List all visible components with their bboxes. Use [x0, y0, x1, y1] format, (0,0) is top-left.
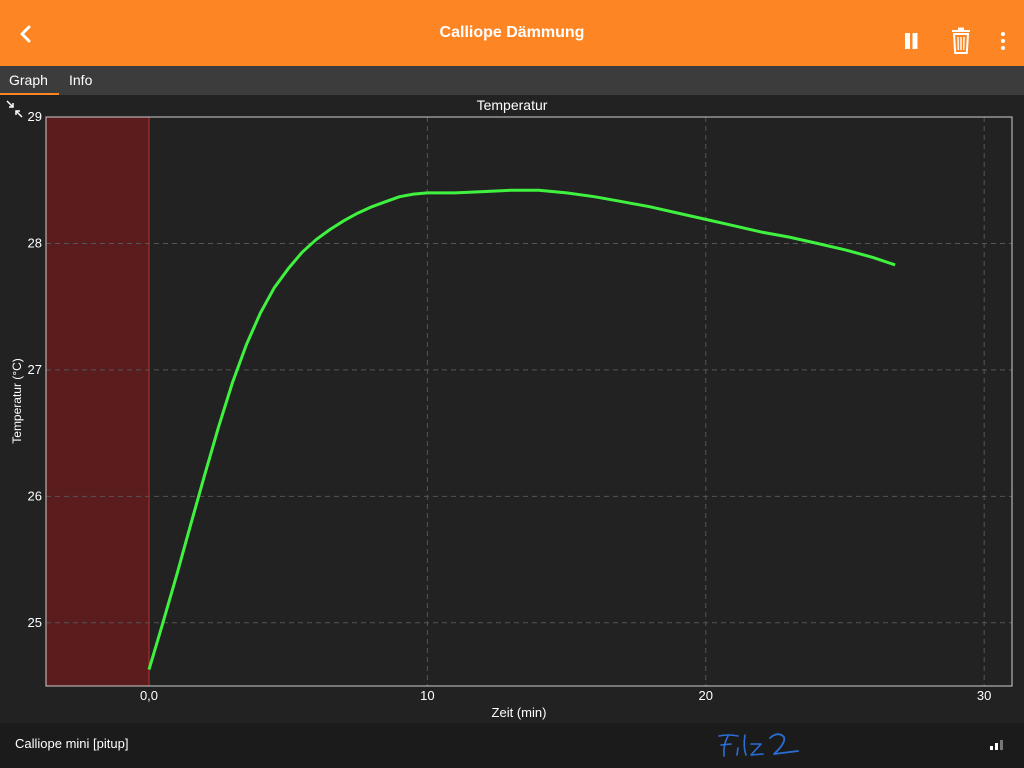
- back-button[interactable]: [10, 21, 40, 47]
- collapse-icon[interactable]: [4, 98, 26, 120]
- y-tick-label: 28: [28, 235, 42, 250]
- handwritten-note: [718, 733, 799, 757]
- tab-info[interactable]: Info: [69, 72, 93, 88]
- y-tick-label: 26: [28, 488, 42, 503]
- more-menu-button[interactable]: [993, 28, 1013, 59]
- device-name: Calliope mini [pitup]: [15, 736, 129, 751]
- page-title: Calliope Dämmung: [439, 24, 585, 41]
- temperature-series-line: [147, 188, 896, 671]
- delete-button[interactable]: [947, 27, 975, 60]
- app-bar: Calliope Dämmung: [0, 0, 1024, 66]
- x-tick-label: 30: [977, 688, 991, 703]
- y-axis-label: Temperatur (°C): [10, 358, 24, 443]
- y-tick-label: 29: [28, 109, 42, 124]
- pre-start-region: [46, 117, 150, 686]
- status-bar: Calliope mini [pitup]: [0, 723, 1024, 768]
- temperature-chart: Temperatur 0,0 10 20 30 25 26 27 28 29 Zeit (min…: [4, 97, 1013, 720]
- y-tick-label: 27: [28, 362, 42, 377]
- pause-icon: [905, 33, 918, 49]
- trash-icon: [952, 27, 970, 54]
- plot-frame: [45, 116, 1013, 687]
- more-vertical-icon: [1001, 32, 1005, 50]
- x-tick-label: 10: [420, 688, 434, 703]
- tab-graph[interactable]: Graph: [9, 72, 48, 88]
- pause-button[interactable]: [898, 28, 924, 59]
- graph-panel: Temperatur 0,0 10 20 30 25 26 27 28 29 Zeit (min…: [0, 95, 1024, 723]
- chevron-left-icon: [20, 25, 31, 43]
- grid-lines: [46, 116, 1012, 686]
- x-tick-label: 0,0: [140, 688, 158, 703]
- x-tick-label: 20: [699, 688, 713, 703]
- active-tab-indicator: [0, 93, 59, 95]
- signal-strength-icon: [990, 740, 1003, 750]
- tab-bar: Graph Info: [0, 66, 1024, 95]
- x-axis-label: Zeit (min): [492, 705, 547, 720]
- axis-ticks: 0,0 10 20 30 25 26 27 28 29: [28, 109, 992, 703]
- y-tick-label: 25: [28, 615, 42, 630]
- chart-title: Temperatur: [477, 97, 548, 113]
